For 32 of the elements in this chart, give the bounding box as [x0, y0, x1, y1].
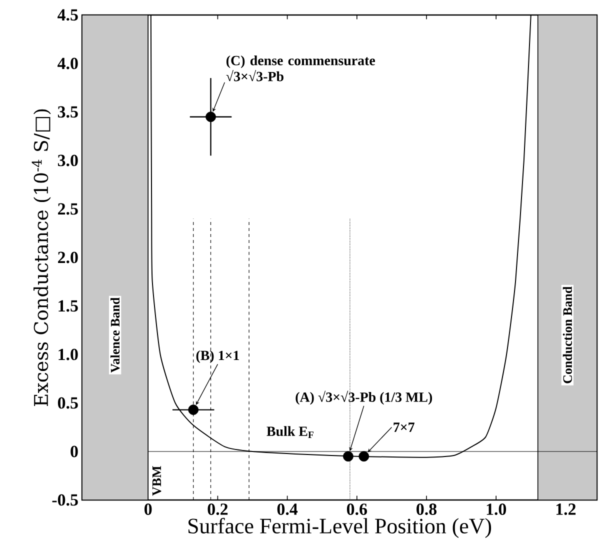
annotation: (A) √3×√3-Pb (1/3 ML)	[296, 390, 432, 405]
x-tick-label: 0.8	[416, 504, 437, 516]
x-tick-label: 1.2	[556, 504, 576, 515]
annotation: (B) 1×1	[196, 350, 239, 364]
x-tick-label: 0.6	[346, 504, 367, 516]
band-label: Conduction Band	[562, 286, 572, 384]
y-tick-label: 0	[70, 446, 78, 458]
ref-line-label: Bulk E$_{F}$	[266, 426, 314, 438]
y-tick-label: -0.5	[52, 494, 78, 506]
y-tick-label: 3.5	[58, 106, 78, 118]
annotation: (C) dense commensurate √3×√3-Pb	[226, 55, 376, 82]
y-tick-label: 3.0	[58, 154, 78, 166]
annotation: 7×7	[394, 422, 414, 432]
x-tick-label: 0.4	[277, 504, 298, 516]
point	[358, 451, 370, 462]
y-axis-title: Excess Conductance (10$^{-4}$ S/□)	[32, 109, 51, 406]
y-tick-label: 1.0	[58, 348, 78, 360]
ref-line-label: VBM	[152, 466, 162, 496]
y-tick-label: 2.0	[58, 252, 78, 264]
y-tick-label: 4.5	[58, 9, 78, 21]
y-tick-label: 2.5	[58, 203, 78, 215]
x-tick-label: 0	[144, 504, 152, 515]
point	[188, 404, 199, 415]
y-tick-label: 4.0	[58, 58, 78, 70]
x-axis-title: Surface Fermi-Level Position (eV)	[188, 518, 492, 538]
x-tick-label: 0.2	[208, 504, 228, 516]
y-tick-label: 0.5	[58, 397, 78, 409]
point	[343, 451, 354, 462]
x-tick-label: 1.0	[486, 504, 506, 516]
y-tick-label: 1.5	[58, 300, 78, 312]
point	[206, 112, 216, 122]
band-label: Valence Band	[110, 298, 120, 373]
